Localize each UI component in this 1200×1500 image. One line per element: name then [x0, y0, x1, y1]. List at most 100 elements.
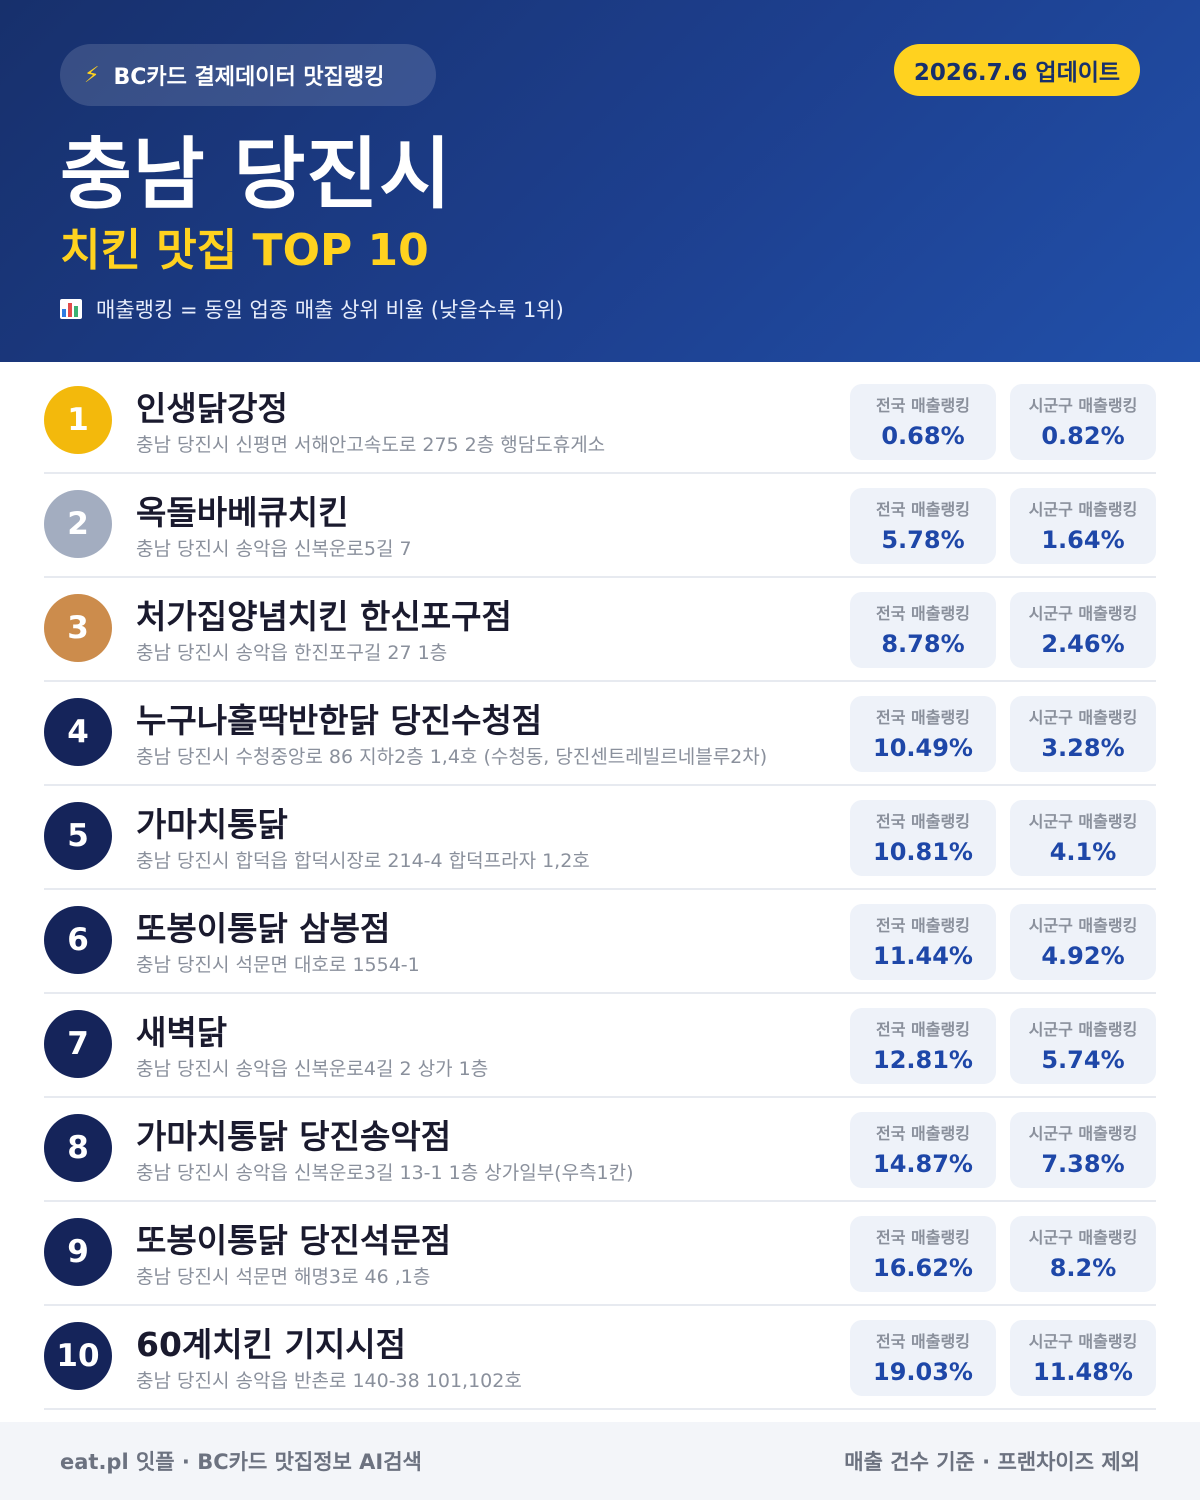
- restaurant-address: 충남 당진시 송악읍 신복운로4길 2 상가 1층: [136, 1058, 489, 1080]
- local-ranking-box: 시군구 매출랭킹 7.38%: [1010, 1112, 1156, 1188]
- rank-badge: 2: [44, 490, 112, 558]
- local-ranking-label: 시군구 매출랭킹: [1028, 1124, 1138, 1143]
- national-ranking-value: 11.44%: [873, 942, 973, 970]
- national-ranking-value: 5.78%: [881, 526, 965, 554]
- national-ranking-label: 전국 매출랭킹: [876, 1020, 970, 1039]
- ranking-note-text: 매출랭킹 = 동일 업종 매출 상위 비율 (낮을수록 1위): [96, 298, 564, 322]
- page-subtitle: 치킨 맛집 TOP 10: [60, 225, 429, 276]
- ranking-note: 매출랭킹 = 동일 업종 매출 상위 비율 (낮을수록 1위): [60, 294, 564, 324]
- restaurant-name: 또봉이통닭 삼봉점: [136, 909, 391, 948]
- local-ranking-label: 시군구 매출랭킹: [1028, 500, 1138, 519]
- local-ranking-value: 11.48%: [1033, 1358, 1133, 1386]
- national-ranking-box: 전국 매출랭킹 14.87%: [850, 1112, 996, 1188]
- national-ranking-value: 0.68%: [881, 422, 965, 450]
- footer-criteria: 매출 건수 기준 · 프랜차이즈 제외: [844, 1450, 1140, 1474]
- ranking-row[interactable]: 1 인생닭강정 충남 당진시 신평면 서해안고속도로 275 2층 행담도휴게소 전국…: [44, 370, 1156, 474]
- national-ranking-box: 전국 매출랭킹 11.44%: [850, 904, 996, 980]
- national-ranking-value: 10.81%: [873, 838, 973, 866]
- national-ranking-box: 전국 매출랭킹 0.68%: [850, 384, 996, 460]
- national-ranking-label: 전국 매출랭킹: [876, 500, 970, 519]
- local-ranking-label: 시군구 매출랭킹: [1028, 1020, 1138, 1039]
- local-ranking-box: 시군구 매출랭킹 4.1%: [1010, 800, 1156, 876]
- national-ranking-box: 전국 매출랭킹 16.62%: [850, 1216, 996, 1292]
- rank-badge: 8: [44, 1114, 112, 1182]
- restaurant-name: 가마치통닭: [136, 805, 288, 844]
- lightning-icon: ⚡: [84, 62, 100, 88]
- restaurant-name: 새벽닭: [136, 1013, 228, 1052]
- page-title: 충남 당진시: [60, 130, 452, 220]
- local-ranking-value: 7.38%: [1041, 1150, 1125, 1178]
- source-label: BC카드 결제데이터 맛집랭킹: [113, 65, 385, 90]
- local-ranking-box: 시군구 매출랭킹 1.64%: [1010, 488, 1156, 564]
- local-ranking-value: 4.92%: [1041, 942, 1125, 970]
- local-ranking-value: 4.1%: [1049, 838, 1117, 866]
- local-ranking-box: 시군구 매출랭킹 4.92%: [1010, 904, 1156, 980]
- restaurant-address: 충남 당진시 송악읍 반촌로 140-38 101,102호: [136, 1370, 522, 1392]
- national-ranking-box: 전국 매출랭킹 19.03%: [850, 1320, 996, 1396]
- local-ranking-label: 시군구 매출랭킹: [1028, 916, 1138, 935]
- rank-badge: 5: [44, 802, 112, 870]
- national-ranking-label: 전국 매출랭킹: [876, 604, 970, 623]
- local-ranking-label: 시군구 매출랭킹: [1028, 396, 1138, 415]
- rank-badge: 1: [44, 386, 112, 454]
- national-ranking-box: 전국 매출랭킹 10.49%: [850, 696, 996, 772]
- national-ranking-value: 14.87%: [873, 1150, 973, 1178]
- national-ranking-label: 전국 매출랭킹: [876, 396, 970, 415]
- ranking-list: 1 인생닭강정 충남 당진시 신평면 서해안고속도로 275 2층 행담도휴게소 전국…: [44, 370, 1156, 1410]
- national-ranking-value: 8.78%: [881, 630, 965, 658]
- restaurant-name: 처가집양념치킨 한신포구점: [136, 597, 512, 636]
- restaurant-address: 충남 당진시 송악읍 신복운로3길 13-1 1층 상가일부(우측1칸): [136, 1162, 634, 1184]
- restaurant-address: 충남 당진시 신평면 서해안고속도로 275 2층 행담도휴게소: [136, 434, 606, 456]
- national-ranking-label: 전국 매출랭킹: [876, 1228, 970, 1247]
- local-ranking-value: 0.82%: [1041, 422, 1125, 450]
- restaurant-address: 충남 당진시 송악읍 한진포구길 27 1층: [136, 642, 448, 664]
- local-ranking-box: 시군구 매출랭킹 11.48%: [1010, 1320, 1156, 1396]
- restaurant-address: 충남 당진시 석문면 대호로 1554-1: [136, 954, 420, 976]
- national-ranking-label: 전국 매출랭킹: [876, 916, 970, 935]
- restaurant-name: 60계치킨 기지시점: [136, 1325, 406, 1364]
- local-ranking-box: 시군구 매출랭킹 8.2%: [1010, 1216, 1156, 1292]
- ranking-row[interactable]: 6 또봉이통닭 삼봉점 충남 당진시 석문면 대호로 1554-1 전국 매출랭킹 11…: [44, 890, 1156, 994]
- national-ranking-label: 전국 매출랭킹: [876, 1332, 970, 1351]
- restaurant-name: 또봉이통닭 당진석문점: [136, 1221, 452, 1260]
- local-ranking-value: 8.2%: [1049, 1254, 1117, 1282]
- restaurant-address: 충남 당진시 합덕읍 합덕시장로 214-4 합덕프라자 1,2호: [136, 850, 590, 872]
- restaurant-address: 충남 당진시 석문면 해명3로 46 ,1층: [136, 1266, 431, 1288]
- local-ranking-label: 시군구 매출랭킹: [1028, 1228, 1138, 1247]
- restaurant-name: 가마치통닭 당진송악점: [136, 1117, 452, 1156]
- ranking-row[interactable]: 2 옥돌바베큐치킨 충남 당진시 송악읍 신복운로5길 7 전국 매출랭킹 5.78% 시…: [44, 474, 1156, 578]
- national-ranking-value: 10.49%: [873, 734, 973, 762]
- footer: eat.pl 잇플 · BC카드 맛집정보 AI검색 매출 건수 기준 · 프랜…: [0, 1422, 1200, 1500]
- local-ranking-label: 시군구 매출랭킹: [1028, 708, 1138, 727]
- local-ranking-value: 2.46%: [1041, 630, 1125, 658]
- local-ranking-value: 3.28%: [1041, 734, 1125, 762]
- bar-chart-icon: [60, 299, 82, 319]
- local-ranking-box: 시군구 매출랭킹 0.82%: [1010, 384, 1156, 460]
- restaurant-name: 누구나홀딱반한닭 당진수청점: [136, 701, 543, 740]
- local-ranking-label: 시군구 매출랭킹: [1028, 812, 1138, 831]
- local-ranking-label: 시군구 매출랭킹: [1028, 604, 1138, 623]
- footer-source: eat.pl 잇플 · BC카드 맛집정보 AI검색: [60, 1450, 422, 1474]
- national-ranking-label: 전국 매출랭킹: [876, 708, 970, 727]
- rank-badge: 4: [44, 698, 112, 766]
- national-ranking-box: 전국 매출랭킹 10.81%: [850, 800, 996, 876]
- national-ranking-value: 16.62%: [873, 1254, 973, 1282]
- restaurant-name: 옥돌바베큐치킨: [136, 493, 349, 532]
- local-ranking-box: 시군구 매출랭킹 3.28%: [1010, 696, 1156, 772]
- rank-badge: 3: [44, 594, 112, 662]
- national-ranking-value: 12.81%: [873, 1046, 973, 1074]
- rank-badge: 10: [44, 1322, 112, 1390]
- restaurant-address: 충남 당진시 수청중앙로 86 지하2층 1,4호 (수청동, 당진센트레빌르네…: [136, 746, 768, 768]
- local-ranking-box: 시군구 매출랭킹 5.74%: [1010, 1008, 1156, 1084]
- local-ranking-label: 시군구 매출랭킹: [1028, 1332, 1138, 1351]
- national-ranking-box: 전국 매출랭킹 12.81%: [850, 1008, 996, 1084]
- rank-badge: 9: [44, 1218, 112, 1286]
- rank-badge: 7: [44, 1010, 112, 1078]
